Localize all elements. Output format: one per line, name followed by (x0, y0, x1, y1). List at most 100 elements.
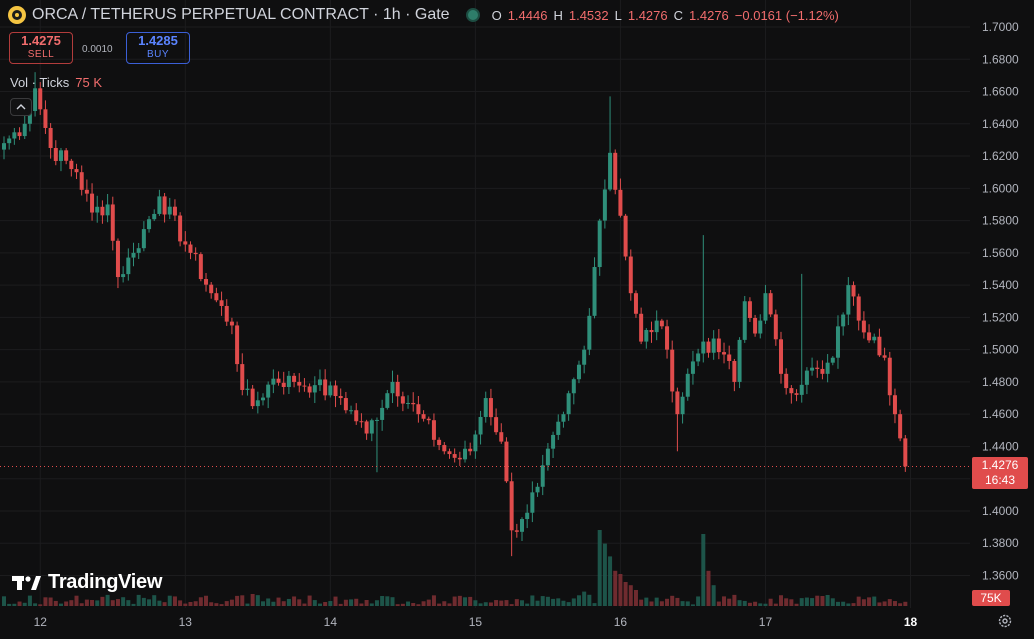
volume-bar (851, 603, 856, 606)
volume-bar (416, 604, 421, 606)
y-tick-label: 1.6200 (982, 149, 1019, 163)
last-volume-label: 75K (972, 590, 1010, 606)
candle-body (426, 418, 431, 421)
x-tick-label: 13 (179, 615, 193, 629)
candle-body (172, 206, 177, 216)
candle-body (167, 206, 172, 215)
volume-bar (747, 602, 752, 606)
volume-bar (540, 596, 545, 606)
buy-button[interactable]: 1.4285 BUY (126, 32, 190, 64)
volume-bar (250, 594, 255, 606)
volume-bar (820, 596, 825, 606)
y-tick-label: 1.4400 (982, 439, 1019, 453)
candle-body (706, 341, 711, 353)
candle-body (690, 361, 695, 374)
volume-bar (411, 603, 416, 606)
volume-bar (385, 596, 390, 606)
volume-bar (297, 599, 302, 606)
x-tick-label: 15 (469, 615, 483, 629)
volume-bar (115, 599, 120, 606)
candle-body (43, 109, 48, 128)
candle-body (281, 382, 286, 388)
volume-bar (141, 597, 146, 606)
volume-bar (654, 597, 659, 606)
volume-bar (152, 595, 157, 606)
candle-body (877, 336, 882, 356)
orca-logo-icon (8, 6, 26, 24)
candle-body (504, 441, 509, 482)
candle-body (214, 293, 219, 301)
y-tick-label: 1.5800 (982, 214, 1019, 228)
volume-bar (649, 601, 654, 606)
candle-body (193, 252, 198, 255)
volume-bar (525, 603, 530, 606)
candle-body (680, 396, 685, 415)
candle-body (602, 189, 607, 221)
volume-bar (561, 600, 566, 606)
candle-body (478, 416, 483, 435)
ohlc-readout: O 1.4446 H 1.4532 L 1.4276 C 1.4276 −0.0161 … (492, 8, 839, 23)
volume-bar (204, 595, 209, 606)
volume-bar (799, 598, 804, 606)
settings-gear-icon[interactable] (997, 613, 1013, 629)
candle-body (58, 150, 63, 161)
x-tick-label: 16 (614, 615, 628, 629)
candle-body (851, 285, 856, 297)
volume-bar (390, 597, 395, 606)
volume-bar (509, 604, 514, 606)
candle-body (551, 434, 556, 449)
volume-bar (147, 599, 152, 606)
market-status-icon[interactable] (465, 8, 480, 22)
volume-bar (333, 596, 338, 606)
candle-body (499, 432, 504, 442)
candle-body (141, 229, 146, 249)
collapse-legend-button[interactable] (10, 98, 32, 116)
volume-bar (374, 600, 379, 606)
volume-bar (623, 582, 628, 606)
volume-bar (317, 603, 322, 606)
tradingview-watermark[interactable]: TradingView (12, 571, 162, 594)
candle-body (576, 364, 581, 380)
x-tick-label: 14 (324, 615, 338, 629)
volume-bar (48, 597, 53, 606)
candle-body (390, 381, 395, 394)
candle-body (245, 388, 250, 390)
candle-body (768, 293, 773, 315)
candle-body (286, 375, 291, 388)
candle-body (892, 395, 897, 415)
candle-body (2, 143, 6, 150)
volume-bar (136, 594, 141, 606)
candle-body (649, 329, 654, 333)
volume-bar (369, 603, 374, 606)
candle-body (701, 341, 706, 354)
volume-bar (183, 603, 188, 606)
volume-bar (302, 603, 307, 606)
candle-body (385, 393, 390, 408)
volume-bar (43, 597, 48, 606)
candle-body (235, 325, 240, 365)
candle-body (261, 397, 265, 401)
volume-bar (758, 603, 763, 606)
candle-body (820, 368, 825, 374)
candle-body (732, 360, 737, 382)
volume-bar (58, 603, 63, 606)
volume-bar (628, 585, 633, 606)
open-label: O (491, 7, 502, 23)
y-tick-label: 1.3600 (982, 569, 1019, 583)
close-value: 1.4276 (689, 7, 729, 23)
volume-bar (255, 595, 260, 606)
candle-body (804, 370, 809, 385)
candle-body (887, 357, 892, 396)
candle-body (157, 196, 162, 214)
volume-bar (64, 601, 69, 606)
volume-legend[interactable]: Vol · Ticks 75 K (10, 75, 102, 90)
volume-bar (131, 603, 136, 606)
volume-bar (514, 599, 519, 606)
sell-button[interactable]: 1.4275 SELL (9, 32, 73, 64)
volume-bar (276, 597, 281, 606)
volume-bar (219, 604, 224, 606)
volume-bar (235, 595, 240, 606)
symbol-title[interactable]: ORCA / TETHERUS PERPETUAL CONTRACT · 1h … (32, 6, 450, 23)
